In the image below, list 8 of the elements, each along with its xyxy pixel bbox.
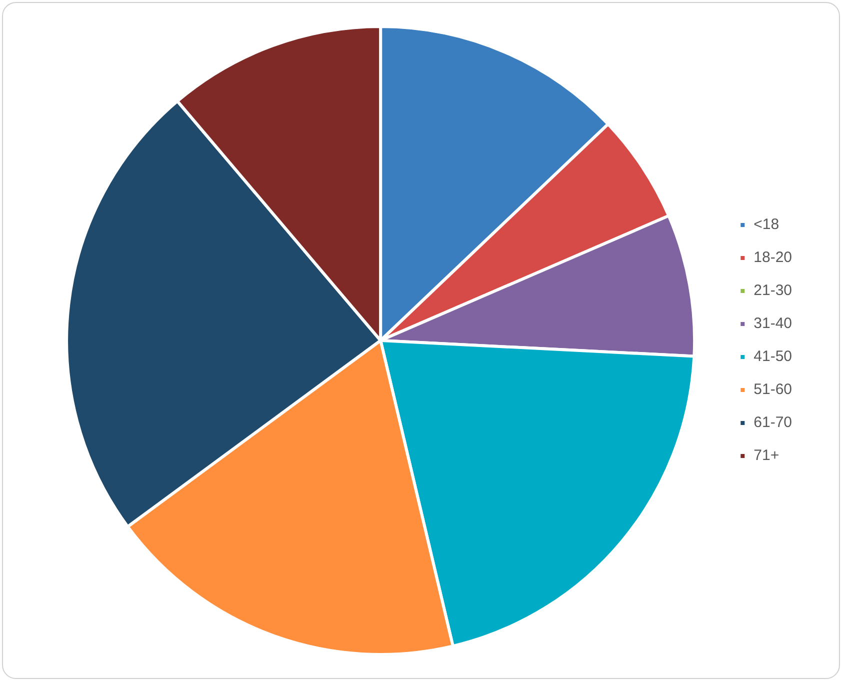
legend-label: 51-60 bbox=[754, 381, 792, 398]
legend-label: 61-70 bbox=[754, 414, 792, 432]
legend-label: 21-30 bbox=[754, 282, 792, 300]
legend-label: 18-20 bbox=[754, 249, 792, 266]
legend-label: 41-50 bbox=[754, 348, 792, 366]
legend-label: 31-40 bbox=[754, 315, 792, 332]
legend-label: <18 bbox=[754, 216, 780, 234]
legend-label: 71+ bbox=[754, 447, 780, 464]
